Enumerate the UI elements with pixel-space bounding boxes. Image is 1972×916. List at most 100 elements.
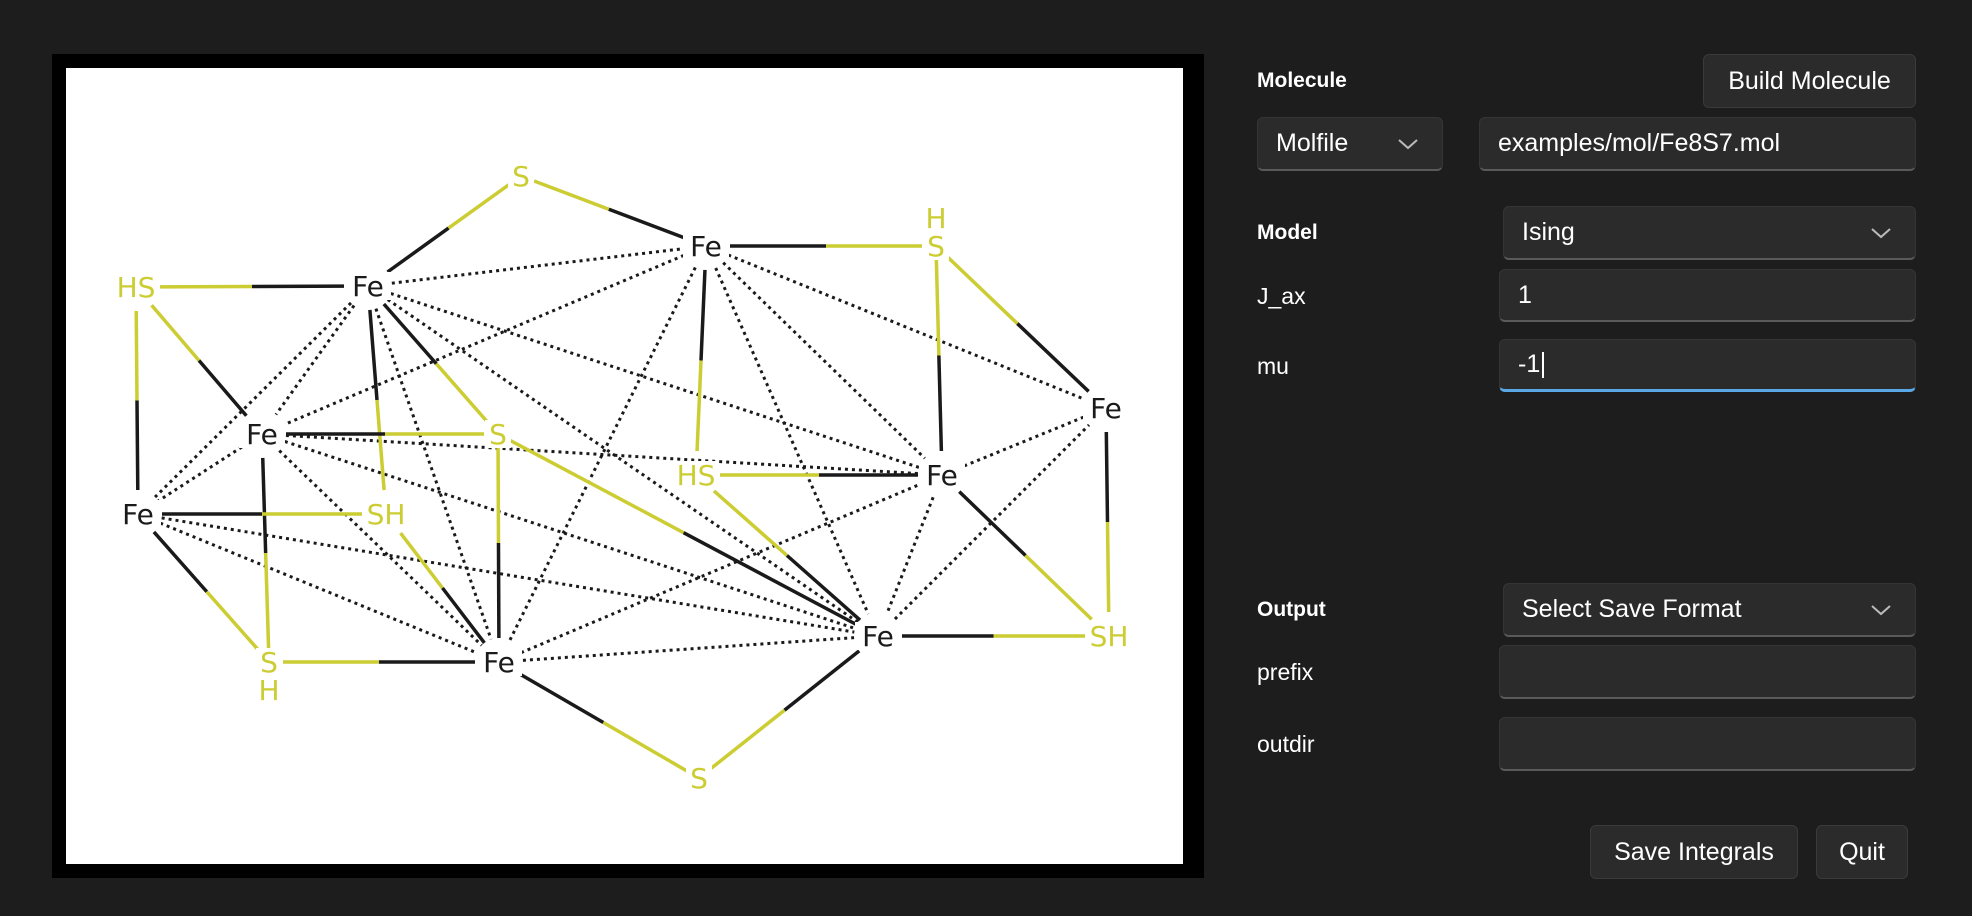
mu-input[interactable]: -1 <box>1499 339 1916 392</box>
dotted-bond <box>522 636 855 662</box>
dotted-bond <box>284 440 856 630</box>
molecule-path-input[interactable]: examples/mol/Fe8S7.mol <box>1479 117 1916 171</box>
atom-label-bg <box>363 500 409 528</box>
bond <box>205 590 262 653</box>
bond <box>533 179 610 211</box>
outdir-label: outdir <box>1257 731 1315 757</box>
outdir-input[interactable] <box>1499 717 1916 771</box>
atom-label-bg <box>686 764 712 792</box>
bond <box>712 489 789 557</box>
atom-label-hs2: HS <box>677 459 716 492</box>
atom-label-fe8: Fe <box>1090 392 1122 425</box>
param-label-mu: mu <box>1257 353 1289 379</box>
text-caret <box>1542 351 1545 378</box>
bond <box>263 552 271 649</box>
prefix-label: prefix <box>1257 659 1314 685</box>
dotted-bond <box>283 253 685 427</box>
atom-label-hs1: HS <box>117 271 156 304</box>
bond <box>958 490 1027 557</box>
atom-label-sh1: SH <box>367 498 406 531</box>
atom-label-s2: S <box>489 418 507 451</box>
dotted-bond <box>386 298 860 624</box>
atom-label-fe2: Fe <box>690 230 722 263</box>
bond <box>944 254 1019 325</box>
dotted-bond <box>722 261 926 460</box>
atom-label-bg <box>919 461 965 489</box>
molecule-canvas[interactable]: Fe Fe Fe Fe Fe Fe Fe Fe S S S HS HS SH SH S H S H <box>66 68 1183 864</box>
bond <box>375 399 386 491</box>
dotted-bond <box>391 247 683 285</box>
bond <box>1016 322 1090 393</box>
bond <box>386 226 450 274</box>
bond <box>1105 521 1111 613</box>
dotted-bond <box>161 516 855 634</box>
bond <box>708 708 786 771</box>
bond <box>937 355 944 452</box>
bond <box>150 304 201 362</box>
mu-value: -1 <box>1518 350 1541 378</box>
dotted-bond <box>274 304 356 416</box>
bond <box>382 302 438 365</box>
bond <box>518 672 605 725</box>
atom-label-bg <box>239 420 285 448</box>
chevron-down-icon <box>1871 227 1891 238</box>
molecule-section-label: Molecule <box>1257 69 1347 92</box>
molecule-path-value: examples/mol/Fe8S7.mol <box>1498 129 1781 157</box>
atom-label-s1: S <box>512 160 530 193</box>
atom-label-bg <box>1086 622 1132 650</box>
atom-label-sh2: SH <box>1090 620 1129 653</box>
prefix-input[interactable] <box>1499 645 1916 699</box>
chevron-down-icon <box>1398 138 1418 149</box>
atom-label-bg <box>485 420 511 448</box>
save-integrals-button[interactable]: Save Integrals <box>1590 825 1798 879</box>
save-format-value: Select Save Format <box>1522 595 1742 623</box>
bond <box>695 360 703 452</box>
quit-button[interactable]: Quit <box>1816 825 1908 879</box>
atom-label-bg <box>855 622 901 650</box>
bond <box>1104 431 1110 523</box>
j-ax-input[interactable]: 1 <box>1499 269 1916 322</box>
dotted-bond <box>885 496 935 615</box>
hydrogen-label: H <box>925 202 946 235</box>
output-section-label: Output <box>1257 598 1326 621</box>
bond <box>260 457 268 554</box>
atom-label-bg <box>923 232 949 260</box>
bond <box>1024 554 1093 621</box>
atom-label-bg <box>256 648 282 676</box>
bond <box>197 359 248 417</box>
dotted-bond <box>157 445 243 503</box>
molecule-format-value: Molfile <box>1276 129 1349 157</box>
dotted-bond <box>520 482 921 655</box>
molecule-format-select[interactable]: Molfile <box>1257 117 1443 171</box>
bond <box>682 531 858 627</box>
save-format-select[interactable]: Select Save Format <box>1503 583 1916 637</box>
hydrogen-label: H <box>258 674 279 707</box>
bond <box>699 269 707 361</box>
dotted-bond <box>153 301 353 499</box>
atom-label-s3: S <box>690 762 708 795</box>
bond <box>368 309 379 401</box>
bond <box>785 554 862 622</box>
atom-label-fe5: Fe <box>483 646 515 679</box>
bond <box>783 649 861 712</box>
atom-label-bg <box>345 272 391 300</box>
dotted-bond <box>159 521 478 655</box>
chevron-down-icon <box>1871 604 1891 615</box>
atom-label-fe3: Fe <box>246 418 278 451</box>
bond <box>509 439 685 535</box>
bond <box>434 362 491 425</box>
bond <box>602 720 688 773</box>
dotted-bond <box>727 253 1085 401</box>
bond <box>399 532 444 590</box>
bond <box>134 310 139 401</box>
atom-label-bg <box>508 162 534 190</box>
model-select[interactable]: Ising <box>1503 206 1916 260</box>
atom-label-fe6: Fe <box>926 459 958 492</box>
model-section-label: Model <box>1257 221 1318 244</box>
dotted-bond <box>390 292 920 469</box>
bond <box>608 207 685 240</box>
build-molecule-button[interactable]: Build Molecule <box>1703 54 1916 108</box>
dotted-bond <box>285 433 919 476</box>
atom-label-sh4: S <box>927 230 945 263</box>
